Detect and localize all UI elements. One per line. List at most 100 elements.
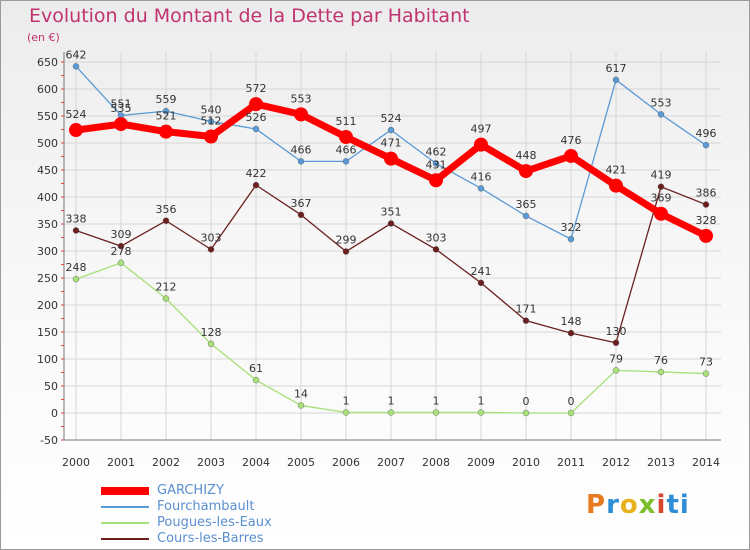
data-label: 511	[336, 115, 357, 128]
data-label: 241	[471, 265, 492, 278]
legend-label: Cours-les-Barres	[157, 531, 264, 546]
data-point	[387, 409, 395, 416]
data-point	[519, 164, 533, 179]
data-point	[384, 151, 398, 166]
data-point	[477, 279, 485, 287]
data-label: 535	[111, 102, 132, 115]
data-point	[612, 76, 620, 84]
data-point	[522, 409, 530, 417]
data-point	[162, 217, 170, 224]
legend-swatch	[101, 506, 149, 508]
data-point	[162, 295, 170, 302]
data-label: 476	[561, 134, 582, 147]
y-tick-label: 200	[37, 299, 58, 312]
legend-item: Cours-les-Barres	[101, 531, 272, 547]
data-label: 466	[291, 143, 312, 156]
data-label: 76	[654, 354, 668, 367]
legend-item: GARCHIZY	[101, 483, 272, 499]
data-label: 421	[606, 164, 627, 177]
data-label: 299	[336, 234, 357, 247]
data-label: 524	[66, 108, 87, 121]
data-point	[609, 178, 623, 193]
data-point	[702, 201, 710, 208]
data-point	[204, 129, 218, 144]
data-point	[294, 107, 308, 122]
data-point	[72, 275, 80, 283]
x-tick-label: 2001	[107, 456, 135, 469]
data-label: 212	[156, 281, 177, 294]
data-point	[162, 107, 170, 115]
data-point	[702, 141, 710, 149]
data-label: 303	[201, 231, 222, 244]
data-label: 524	[381, 112, 402, 125]
x-tick-label: 2005	[287, 456, 315, 469]
data-point	[432, 409, 440, 416]
data-label: 367	[291, 197, 312, 210]
y-tick-label: 350	[37, 218, 58, 231]
data-label: 553	[651, 96, 672, 109]
data-point	[249, 97, 263, 112]
series-lines	[69, 63, 713, 417]
data-label: 540	[201, 103, 222, 116]
y-tick-label: 500	[37, 137, 58, 150]
legend-label: Fourchambault	[157, 499, 255, 514]
data-label: 1	[388, 394, 395, 407]
data-point	[387, 126, 395, 134]
data-point	[72, 63, 80, 70]
data-point	[207, 118, 215, 125]
data-label: 1	[478, 394, 485, 407]
data-label: 73	[699, 356, 713, 369]
data-label: 553	[291, 92, 312, 105]
data-label: 0	[523, 395, 530, 408]
data-label: 526	[246, 111, 267, 124]
data-point	[342, 409, 350, 416]
legend-swatch	[101, 538, 149, 540]
data-label: 309	[111, 228, 132, 241]
x-tick-label: 2007	[377, 456, 405, 469]
x-tick-label: 2010	[512, 456, 540, 469]
data-label: 471	[381, 137, 402, 150]
data-point	[252, 181, 260, 189]
data-label: 521	[156, 110, 177, 123]
data-label: 0	[568, 395, 575, 408]
legend-label: GARCHIZY	[157, 483, 224, 498]
data-point	[477, 409, 485, 416]
data-label: 369	[651, 192, 672, 205]
x-tick-label: 2003	[197, 456, 225, 469]
legend-swatch	[101, 487, 149, 495]
data-label: 496	[696, 127, 717, 140]
data-label: 1	[343, 394, 350, 407]
data-point	[429, 173, 443, 188]
legend: GARCHIZY Fourchambault Pougues-les-Eaux Cou…	[101, 483, 272, 547]
data-point	[657, 183, 665, 190]
data-point	[117, 259, 125, 267]
legend-item: Pougues-les-Eaux	[101, 515, 272, 531]
data-label: 551	[111, 97, 132, 110]
data-label: 431	[426, 158, 447, 171]
y-tick-label: 300	[37, 245, 58, 258]
data-label: 356	[156, 203, 177, 216]
legend-item: Fourchambault	[101, 499, 272, 515]
data-point	[339, 130, 353, 145]
data-point	[297, 158, 305, 165]
y-tick-label: 600	[37, 83, 58, 96]
y-tick-label: 0	[51, 407, 58, 420]
x-tick-label: 2006	[332, 456, 360, 469]
data-label: 248	[66, 261, 87, 274]
data-label: 559	[156, 93, 177, 106]
x-tick-label: 2008	[422, 456, 450, 469]
chart-title: Evolution du Montant de la Dette par Hab…	[29, 5, 470, 27]
grid	[64, 52, 721, 441]
data-point	[342, 158, 350, 165]
data-label: 303	[426, 231, 447, 244]
data-label: 79	[609, 352, 623, 365]
data-label: 171	[516, 303, 537, 316]
data-label: 466	[336, 143, 357, 156]
data-point	[657, 368, 665, 376]
data-label: 617	[606, 62, 627, 75]
y-tick-label: 50	[44, 380, 58, 393]
data-label: 419	[651, 169, 672, 182]
data-label: 642	[66, 48, 87, 61]
data-point	[477, 185, 485, 192]
